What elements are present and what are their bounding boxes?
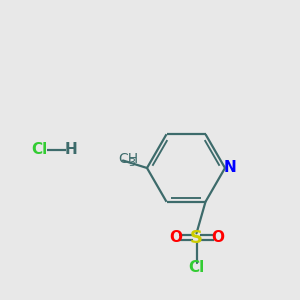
- Text: CH: CH: [118, 152, 139, 166]
- Text: Cl: Cl: [188, 260, 205, 275]
- Text: S: S: [190, 229, 203, 247]
- Text: H: H: [64, 142, 77, 158]
- Text: O: O: [211, 230, 224, 245]
- Text: 3: 3: [128, 158, 135, 168]
- Text: N: N: [224, 160, 237, 175]
- Text: O: O: [169, 230, 182, 245]
- Text: Cl: Cl: [31, 142, 47, 158]
